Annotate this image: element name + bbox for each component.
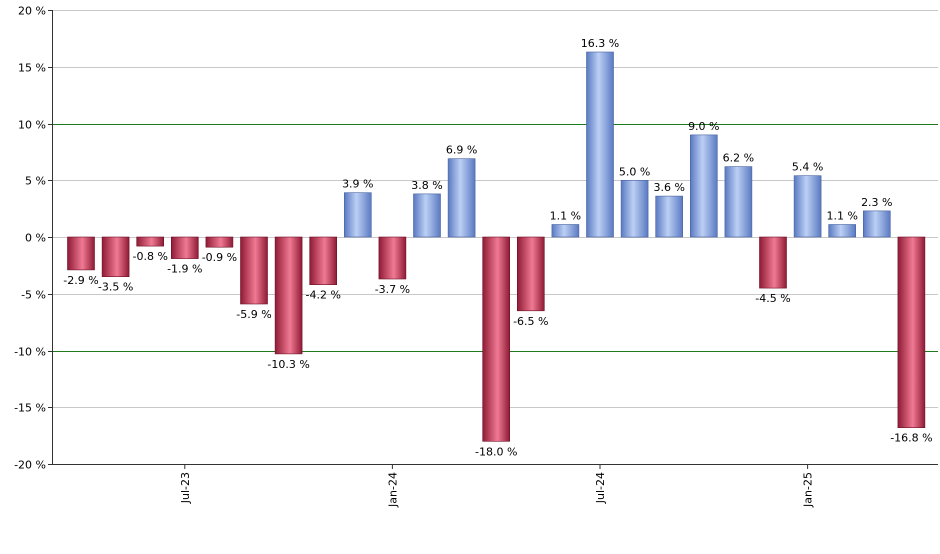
bar [724, 166, 753, 238]
bar [759, 236, 787, 289]
bar-value-label: 3.9 % [342, 178, 373, 191]
bar [240, 236, 268, 305]
y-tick-label: -15 % [14, 402, 46, 415]
bar-value-labels: -2.9 %-3.5 % -0.8 %-1.9 %-0.9 % -5.9 % -10.… [63, 37, 932, 458]
bar [828, 224, 857, 238]
y-tick-label: -10 % [14, 346, 46, 359]
y-tick-label: 5 % [25, 175, 46, 188]
bar [309, 236, 338, 286]
y-axis-tick-labels: 20 % 15 % 10 % 5 % 0 % -5 % -10 % -15 % -20 % [14, 5, 46, 472]
bar [793, 175, 822, 238]
bar-value-label: 6.2 % [723, 152, 754, 165]
bar-value-label: -0.9 % [202, 251, 237, 264]
bar-value-label: -4.2 % [305, 289, 340, 302]
bar-value-label: -16.8 % [890, 432, 932, 445]
y-tick-label: -20 % [14, 459, 46, 472]
axes [48, 10, 938, 469]
y-tick-label: 15 % [18, 62, 46, 75]
bar-value-label: -3.5 % [98, 281, 133, 294]
x-tick-label: Jan-25 [802, 472, 815, 508]
bar-value-label: 16.3 % [581, 37, 619, 50]
x-tick-label: Jan-24 [386, 472, 399, 508]
x-axis-tick-labels: Jul-23 Jan-24 Jul-24 Jan-25 [179, 472, 815, 508]
bar [586, 51, 614, 238]
bar [171, 236, 199, 259]
bar [655, 195, 684, 238]
y-tick-label: -5 % [21, 289, 46, 302]
bar [482, 236, 511, 442]
bar [274, 236, 303, 355]
y-tick-label: 20 % [18, 5, 46, 18]
bar [689, 134, 718, 238]
bar-value-label: -10.3 % [267, 358, 309, 371]
bar [620, 180, 649, 238]
bar [551, 224, 580, 238]
bar [378, 236, 407, 280]
bar-value-label: 1.1 % [826, 210, 857, 223]
bar-value-label: -5.9 % [236, 308, 271, 321]
bar [516, 236, 545, 312]
bar [447, 158, 476, 238]
bar-value-label: 5.0 % [619, 165, 650, 178]
bar-value-label: -1.9 % [167, 263, 202, 276]
bar [862, 210, 891, 238]
bar [897, 236, 926, 428]
bar-value-label: 6.9 % [446, 144, 477, 157]
bar-value-label: 9.0 % [688, 120, 719, 133]
bar [343, 192, 372, 238]
y-tick-label: 0 % [25, 232, 46, 245]
bar [136, 236, 164, 247]
bar-value-label: -6.5 % [513, 315, 548, 328]
bar-value-label: 3.8 % [411, 179, 442, 192]
bar-value-label: -18.0 % [475, 445, 517, 458]
bar-value-label: 1.1 % [550, 210, 581, 223]
bar-value-label: 2.3 % [861, 196, 892, 209]
x-tick-label: Jul-24 [594, 472, 607, 504]
bar [101, 236, 130, 278]
bar [413, 193, 441, 238]
bar-value-label: -3.7 % [375, 283, 410, 296]
bar-value-label: -4.5 % [755, 292, 790, 305]
bar-value-label: 5.4 % [792, 161, 823, 174]
bar [205, 236, 234, 248]
bar-value-label: -2.9 % [63, 274, 98, 287]
bars [67, 51, 926, 442]
x-tick-label: Jul-23 [179, 472, 192, 504]
y-tick-label: 10 % [18, 119, 46, 132]
bar-value-label: 3.6 % [653, 181, 684, 194]
bar [67, 236, 95, 271]
bar-value-label: -0.8 % [132, 250, 167, 263]
